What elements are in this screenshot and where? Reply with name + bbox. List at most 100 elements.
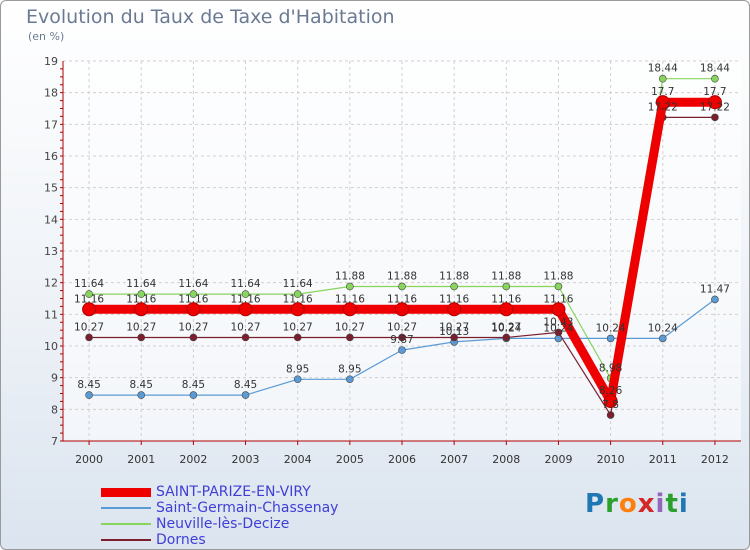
x-tick-label: 2005 [336,453,364,466]
data-label: 8.95 [338,363,361,375]
data-label: 11.16 [231,293,261,305]
data-label: 8.95 [286,363,309,375]
legend-swatch [101,507,151,509]
x-tick-label: 2007 [440,453,468,466]
y-tick-label: 14 [44,213,58,226]
data-label: 7.8 [602,399,619,411]
data-label: 11.16 [387,293,417,305]
y-tick-label: 13 [44,245,58,258]
data-label: 8.45 [234,379,257,391]
data-label: 11.47 [700,283,730,295]
data-point [499,302,514,317]
data-point [450,333,458,342]
y-tick-label: 18 [44,87,58,100]
data-label: 8.98 [599,362,622,374]
data-point [137,333,146,342]
data-label: 11.16 [283,293,313,305]
data-point [85,290,93,298]
chart-unit: (en %) [28,30,65,43]
data-label: 10.27 [74,321,104,333]
data-label: 11.16 [439,293,469,305]
data-point [293,333,302,342]
data-point [85,391,93,399]
data-point [711,74,719,83]
data-label: 11.88 [543,270,573,282]
x-tick-label: 2008 [492,453,520,466]
legend-label: Neuville-lès-Decize [156,516,290,532]
legend-label: Saint-Germain-Chassenay [156,500,339,516]
data-label: 10.27 [283,321,313,333]
y-tick-label: 7 [51,435,58,448]
y-tick-label: 19 [44,55,58,68]
data-label: 10.43 [543,316,573,328]
x-tick-label: 2011 [649,453,677,466]
data-label: 11.88 [335,270,365,282]
logo-letter: t [665,489,679,519]
data-label: 10.24 [543,322,573,334]
line-chart: 7 8 9 10 11 12 13 14 15 16 17 18 19 2000 2001 2002 2003 2… [44,55,741,466]
data-point [293,375,302,384]
data-label: 10.13 [439,326,469,338]
x-tick-label: 2000 [75,453,103,466]
data-point [189,333,198,342]
data-point [82,302,97,317]
data-label: 10.27 [126,321,156,333]
data-point [189,290,198,298]
data-label: 8.26 [599,385,623,397]
data-point [502,333,511,342]
logo-letter: x [637,489,656,519]
data-label: 8.45 [130,379,153,391]
data-label: 10.24 [596,322,626,334]
data-label: 11.16 [178,293,208,305]
data-point [186,302,201,317]
logo-letter: i [678,489,689,519]
data-point [342,302,357,317]
x-tick-label: 2012 [701,453,729,466]
data-point [398,282,406,291]
data-label: 10.27 [231,321,261,333]
data-label: 17.7 [703,86,726,98]
data-label: 8.45 [182,379,205,391]
data-label: 10.24 [491,322,521,334]
data-label: 10.27 [439,321,469,333]
data-label: 11.16 [126,293,156,305]
chart-title: Evolution du Taux de Taxe d'Habitation [26,6,395,28]
data-point [655,95,670,110]
x-tick-label: 2010 [597,453,625,466]
data-point [346,333,354,342]
data-point [85,333,93,342]
y-tick-label: 10 [44,340,58,353]
data-point [346,282,354,291]
data-label: 10.24 [648,322,678,334]
data-label: 8.45 [77,379,100,391]
data-point [189,391,198,399]
data-point [134,302,149,317]
data-label: 11.64 [74,278,104,290]
x-tick-label: 2002 [179,453,207,466]
data-point [241,333,250,342]
x-tick-label: 2003 [232,453,260,466]
data-label: 11.88 [491,270,521,282]
data-label: 11.64 [283,278,313,290]
logo-letter: o [618,489,638,519]
y-tick-label: 11 [44,308,58,321]
data-point [137,391,146,399]
data-point [293,290,302,298]
data-point [658,74,667,83]
legend-swatch [101,539,151,541]
proxiti-logo: Proxiti [585,489,689,519]
data-label: 11.16 [543,293,573,305]
data-point [137,290,146,298]
data-point [707,95,722,110]
data-point [606,411,615,419]
data-label: 18.44 [648,63,678,75]
y-tick-label: 12 [44,277,58,290]
legend-swatch [101,488,151,497]
data-point [395,302,409,317]
data-label: 11.64 [126,278,156,290]
data-label: 11.88 [387,270,417,282]
data-point [711,113,719,122]
data-label: 11.88 [439,270,469,282]
legend-swatch [101,523,151,525]
data-label: 11.16 [74,293,104,305]
